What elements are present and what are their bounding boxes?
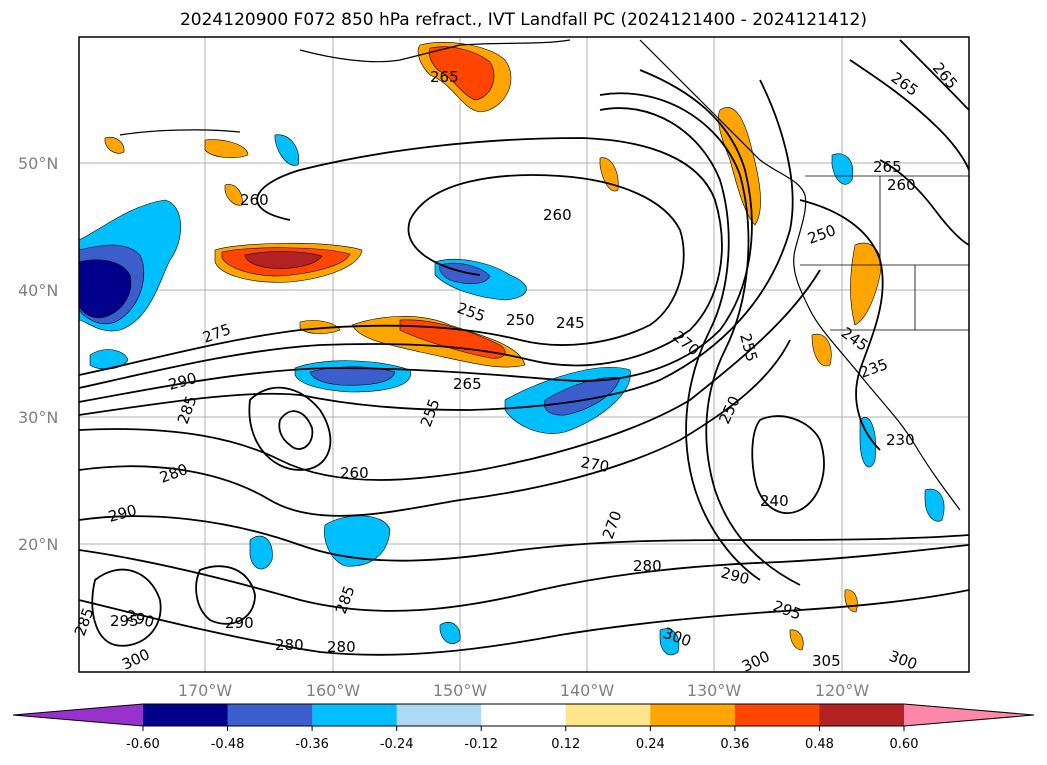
contour-label: 270 [579, 453, 610, 476]
colorbar-tick-label: 0.12 [551, 737, 580, 752]
lon-label: 120°W [815, 681, 870, 700]
borders [800, 175, 969, 331]
colorbar-tick-label: 0.48 [805, 737, 834, 752]
contour-label: 260 [543, 206, 572, 224]
map-frame [78, 36, 970, 673]
colorbar-cell [734, 704, 820, 726]
colorbar-cell [227, 704, 313, 726]
colorbar-extend-high [904, 704, 1034, 726]
colorbar-tick-label: -0.60 [126, 737, 160, 752]
contour-label: 290 [225, 614, 254, 632]
colorbar-cell [396, 704, 482, 726]
contour-label: 305 [812, 652, 841, 670]
contour-label: 295 [110, 612, 139, 630]
lon-label: 170°W [178, 681, 233, 700]
contour-label: 265 [430, 68, 459, 86]
colorbar-cell [819, 704, 905, 726]
colorbar-tick-label: -0.48 [211, 737, 245, 752]
colorbar-tick-label: 0.24 [636, 737, 665, 752]
contour-label: 260 [240, 191, 269, 209]
colorbar-cell [312, 704, 398, 726]
contour-label: 280 [275, 636, 304, 654]
lat-label: 20°N [18, 535, 58, 554]
colorbar-ticks: -0.60 -0.48 -0.36 -0.24 -0.12 0.12 0.24 0.36 0.4… [126, 726, 918, 752]
colorbar-tick-label: -0.36 [295, 737, 329, 752]
colorbar-cell [565, 704, 651, 726]
contour-label: 265 [453, 375, 482, 393]
contour-label: 230 [886, 431, 915, 449]
contour-label: 260 [340, 464, 369, 482]
colorbar-tick-label: 0.60 [890, 737, 919, 752]
colorbar-cells [143, 704, 905, 726]
lon-label: 130°W [687, 681, 742, 700]
colorbar: -0.60 -0.48 -0.36 -0.24 -0.12 0.12 0.24 0.36 0.4… [12, 703, 1035, 752]
lon-label: 150°W [433, 681, 488, 700]
lon-label: 140°W [560, 681, 615, 700]
colorbar-cell [650, 704, 736, 726]
map-title: 2024120900 F072 850 hPa refract., IVT La… [179, 10, 867, 30]
contour-label: 240 [760, 492, 789, 510]
contour-label: 245 [556, 314, 585, 332]
coastlines [119, 39, 961, 511]
contour-label: 260 [887, 176, 916, 194]
contour-label: 280 [327, 638, 356, 656]
lat-label: 30°N [18, 408, 58, 427]
longitude-labels: 170°W 160°W 150°W 140°W 130°W 120°W [178, 681, 870, 700]
lon-label: 160°W [306, 681, 361, 700]
contour-lines [79, 39, 969, 656]
colorbar-tick-label: 0.36 [720, 737, 749, 752]
lat-label: 50°N [18, 154, 58, 173]
colorbar-cell [143, 704, 229, 726]
contour-label: 280 [633, 557, 662, 575]
lat-label: 40°N [18, 281, 58, 300]
colorbar-extend-low [13, 704, 143, 726]
latitude-labels: 50°N 40°N 30°N 20°N [18, 154, 58, 554]
contour-label: 265 [873, 158, 902, 176]
colorbar-tick-label: -0.12 [464, 737, 498, 752]
colorbar-tick-label: -0.24 [380, 737, 414, 752]
contour-label: 250 [506, 311, 535, 329]
colorbar-cell [481, 704, 567, 726]
